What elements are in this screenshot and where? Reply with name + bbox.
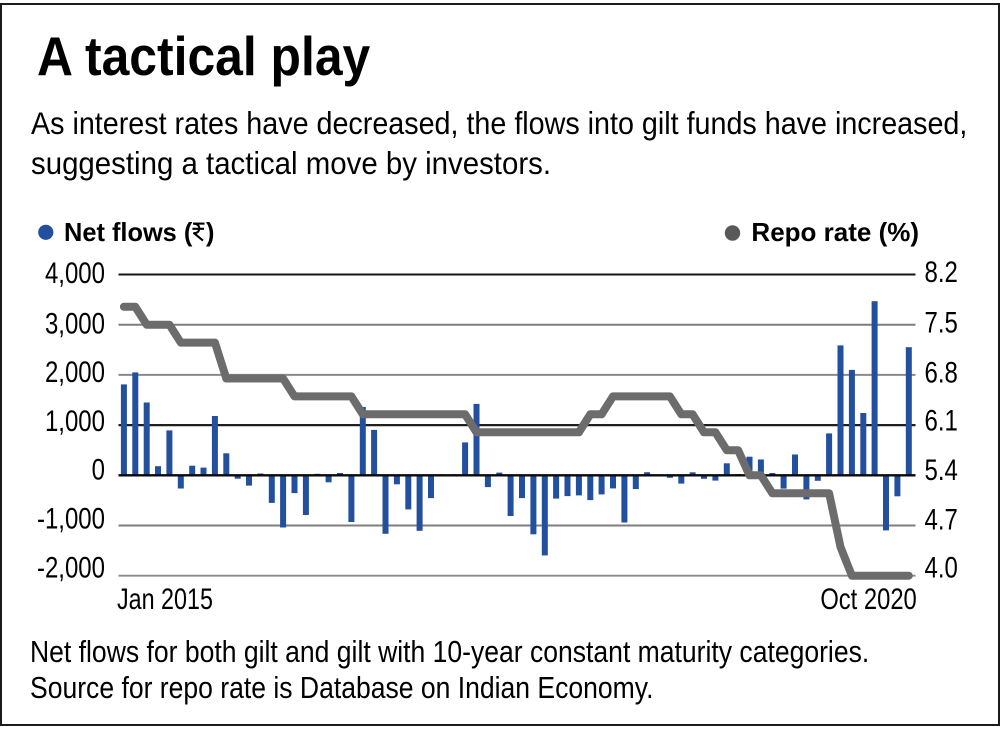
svg-text:4.7: 4.7 [924, 502, 957, 536]
svg-text:-1,000: -1,000 [37, 501, 105, 535]
svg-text:8.2: 8.2 [924, 254, 957, 288]
svg-text:5.4: 5.4 [924, 452, 957, 486]
svg-text:1,000: 1,000 [45, 403, 105, 437]
svg-text:-2,000: -2,000 [37, 550, 105, 584]
svg-text:0: 0 [92, 452, 105, 486]
svg-text:7.5: 7.5 [924, 305, 957, 339]
svg-text:2,000: 2,000 [45, 355, 105, 389]
svg-text:3,000: 3,000 [45, 306, 105, 340]
svg-text:6.8: 6.8 [924, 355, 957, 389]
svg-text:4.0: 4.0 [924, 550, 957, 584]
svg-text:4,000: 4,000 [45, 255, 105, 289]
svg-text:6.1: 6.1 [924, 403, 957, 437]
